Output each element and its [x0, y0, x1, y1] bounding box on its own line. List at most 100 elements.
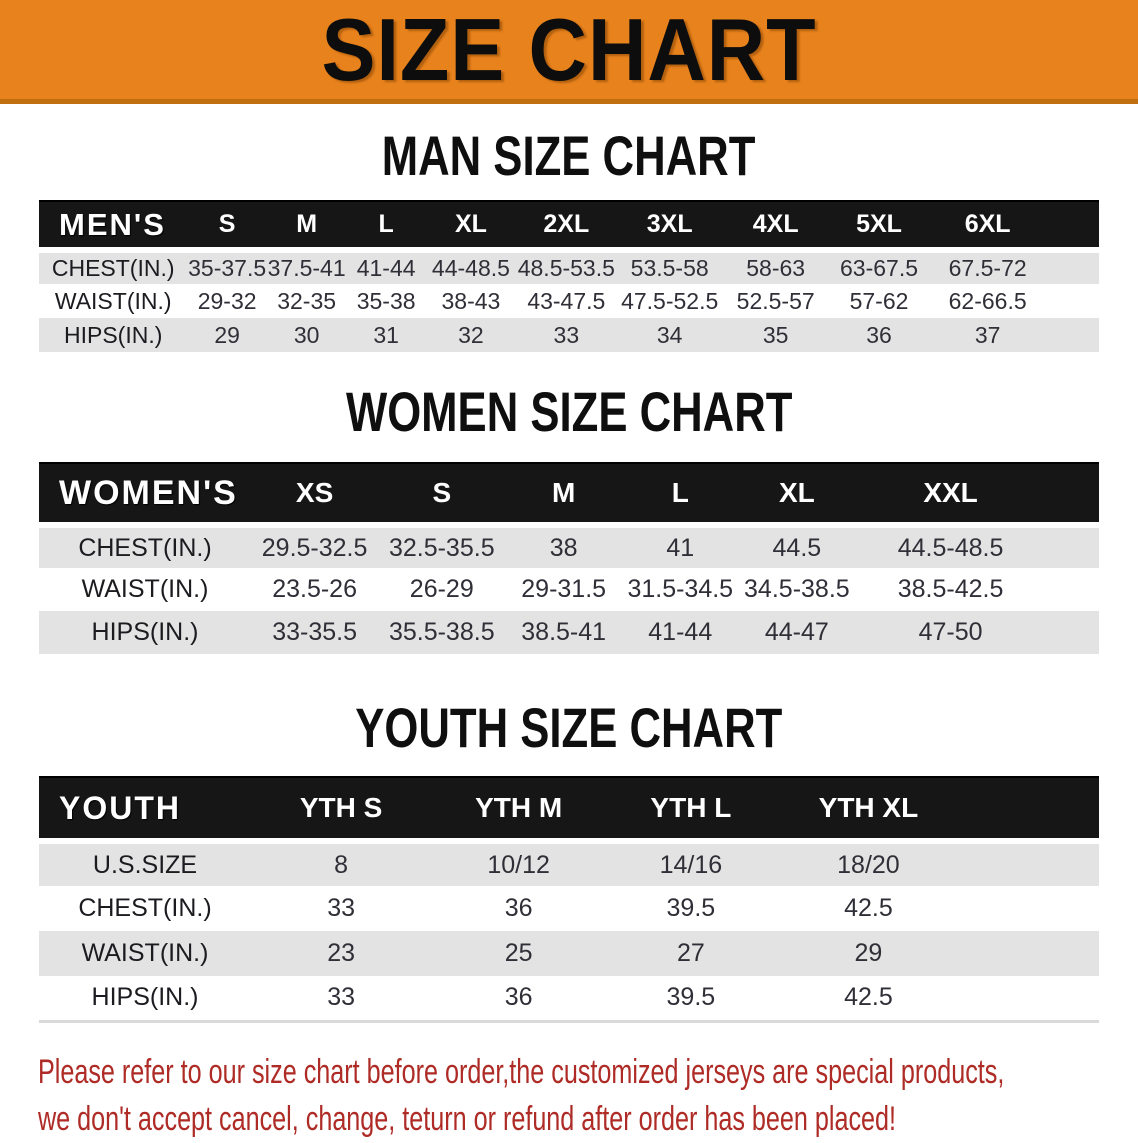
size-cell: 35.5-38.5 — [388, 618, 495, 646]
women-section-heading: WOMEN SIZE CHART — [345, 380, 793, 443]
size-cell: 29 — [214, 321, 240, 348]
size-cell: 18/20 — [837, 850, 900, 879]
women-header-row: WOMEN'S XS S M L XL XXL — [39, 462, 1099, 528]
size-cell: 34.5-38.5 — [744, 575, 850, 603]
size-cell: 27 — [676, 939, 705, 967]
size-cell: 44.5 — [772, 533, 822, 562]
size-cell: 63-67.5 — [840, 255, 919, 281]
size-cell: 35-38 — [356, 287, 416, 314]
size-cell: 23 — [327, 939, 355, 967]
size-cell: 30 — [293, 321, 320, 348]
size-cell: 33 — [327, 894, 355, 922]
women-column-header: M — [505, 462, 622, 528]
women-column-header: XL — [738, 462, 856, 528]
women-table-corner-label: WOMEN'S — [39, 462, 251, 528]
youth-column-header: YTH M — [431, 776, 607, 844]
size-cell: 29-31.5 — [521, 575, 607, 603]
men-hips-row: HIPS(IN.) 29 30 31 32 33 34 35 36 37 — [39, 318, 1099, 352]
men-column-header: 4XL — [722, 200, 829, 253]
size-cell: 39.5 — [666, 894, 716, 922]
youth-ussize-row: U.S.SIZE 8 10/12 14/16 18/20 — [39, 841, 1099, 886]
youth-chest-row: CHEST(IN.) 33 36 39.5 42.5 — [39, 886, 1099, 931]
cell-spacer — [1046, 568, 1099, 611]
men-column-header: S — [187, 200, 267, 253]
cell-spacer — [1046, 250, 1099, 284]
size-cell: 36 — [504, 894, 533, 922]
size-chart-banner: SIZE CHART — [0, 0, 1138, 104]
youth-size-section: YOUTH SIZE CHART YOUTH YTH S YTH M YTH L… — [0, 700, 1138, 1023]
men-column-header: M — [266, 200, 347, 253]
youth-size-table: YOUTH YTH S YTH M YTH L YTH XL U.S.SIZE … — [39, 776, 1099, 1023]
size-cell: 48.5-53.5 — [517, 255, 615, 281]
size-cell: 67.5-72 — [948, 255, 1027, 281]
size-cell: 41 — [666, 533, 695, 562]
cell-spacer — [961, 841, 1099, 886]
order-policy-note: Please refer to our size chart before or… — [38, 1049, 1138, 1143]
youth-table-corner-label: YOUTH — [39, 776, 251, 844]
youth-waist-row: WAIST(IN.) 23 25 27 29 — [39, 931, 1099, 976]
row-label: WAIST(IN.) — [81, 575, 209, 603]
size-cell: 44-47 — [764, 618, 829, 646]
size-cell: 62-66.5 — [948, 287, 1027, 314]
row-label: HIPS(IN.) — [64, 321, 163, 348]
size-cell: 53.5-58 — [630, 255, 709, 281]
men-column-header: 2XL — [515, 200, 617, 253]
size-cell: 31 — [373, 321, 399, 348]
cell-spacer — [1046, 318, 1099, 352]
size-cell: 37.5-41 — [267, 255, 346, 281]
size-cell: 38-43 — [441, 287, 501, 314]
size-cell: 29 — [854, 939, 883, 967]
women-column-header: L — [621, 462, 739, 528]
policy-line-1: Please refer to our size chart before or… — [38, 1052, 1005, 1091]
men-chest-row: CHEST(IN.) 35-37.5 37.5-41 41-44 44-48.5… — [39, 250, 1099, 284]
size-cell: 33-35.5 — [272, 618, 357, 646]
cell-spacer — [1046, 525, 1099, 568]
youth-column-header: YTH XL — [775, 776, 962, 844]
youth-hips-row: HIPS(IN.) 33 36 39.5 42.5 — [39, 976, 1099, 1021]
size-cell: 33 — [327, 983, 355, 1012]
header-spacer — [1045, 462, 1099, 528]
row-label: HIPS(IN.) — [91, 618, 199, 646]
policy-line-2: we don't accept cancel, change, teturn o… — [38, 1099, 896, 1138]
women-chest-row: CHEST(IN.) 29.5-32.5 32.5-35.5 38 41 44.… — [39, 525, 1099, 568]
size-cell: 14/16 — [659, 850, 723, 879]
size-cell: 10/12 — [487, 850, 550, 879]
size-cell: 43-47.5 — [527, 287, 606, 314]
men-section-heading: MAN SIZE CHART — [382, 124, 756, 187]
size-cell: 33 — [553, 321, 580, 348]
size-cell: 29.5-32.5 — [261, 533, 368, 562]
cell-spacer — [1046, 611, 1099, 654]
size-cell: 42.5 — [844, 894, 893, 922]
size-cell: 36 — [866, 321, 892, 348]
size-cell: 57-62 — [849, 287, 909, 314]
size-cell: 44-48.5 — [431, 255, 510, 281]
header-spacer — [1045, 200, 1099, 253]
women-size-section: WOMEN SIZE CHART WOMEN'S XS S M L XL XXL… — [0, 384, 1138, 654]
size-cell: 29-32 — [197, 287, 257, 314]
row-label: U.S.SIZE — [92, 850, 198, 879]
size-cell: 32.5-35.5 — [388, 533, 495, 562]
men-column-header: 5XL — [828, 200, 930, 253]
size-cell: 38.5-41 — [521, 618, 607, 646]
size-cell: 58-63 — [746, 255, 806, 281]
men-waist-row: WAIST(IN.) 29-32 32-35 35-38 38-43 43-47… — [39, 284, 1099, 318]
youth-column-header: YTH L — [606, 776, 776, 844]
size-cell: 37 — [974, 321, 1001, 348]
women-size-table: WOMEN'S XS S M L XL XXL CHEST(IN.) 29.5-… — [39, 462, 1099, 654]
men-header-row: MEN'S S M L XL 2XL 3XL 4XL 5XL 6XL — [39, 200, 1099, 253]
row-label: CHEST(IN.) — [51, 255, 175, 281]
row-label: CHEST(IN.) — [78, 533, 212, 562]
size-cell: 34 — [656, 321, 683, 348]
men-column-header: XL — [425, 200, 516, 253]
size-cell: 8 — [334, 850, 349, 879]
youth-section-heading: YOUTH SIZE CHART — [355, 696, 783, 759]
size-cell: 41-44 — [648, 618, 713, 646]
women-column-header: XXL — [855, 462, 1046, 528]
men-size-section: MAN SIZE CHART MEN'S S M L XL 2XL 3XL 4X… — [0, 128, 1138, 352]
men-column-header: 6XL — [929, 200, 1046, 253]
size-cell: 23.5-26 — [272, 575, 357, 603]
header-spacer — [961, 776, 1099, 844]
row-label: WAIST(IN.) — [81, 939, 209, 967]
women-waist-row: WAIST(IN.) 23.5-26 26-29 29-31.5 31.5-34… — [39, 568, 1099, 611]
size-cell: 32-35 — [277, 287, 337, 314]
